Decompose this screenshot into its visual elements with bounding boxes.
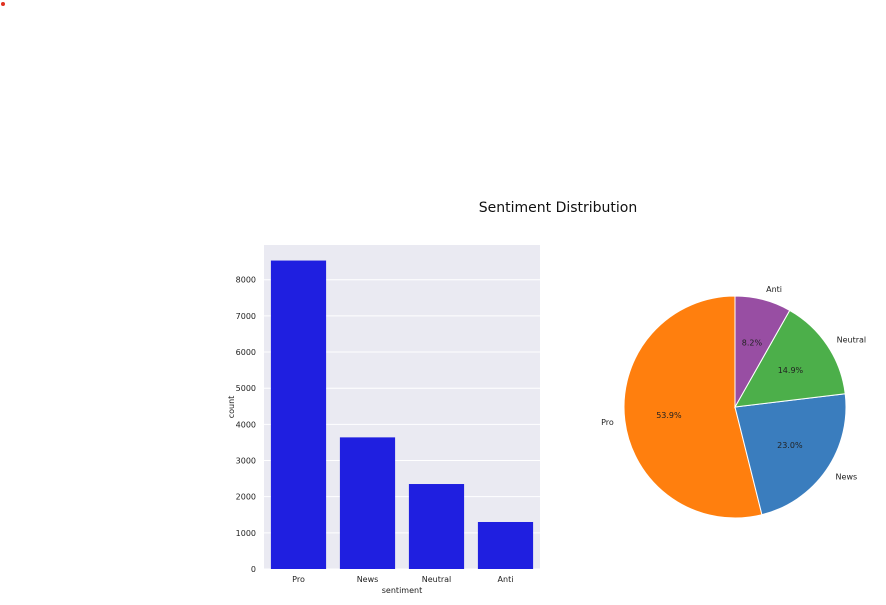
pie-percent-label: 53.9% [656, 411, 682, 420]
pie-label: Anti [766, 285, 782, 294]
pie-label: News [836, 472, 858, 481]
x-tick-label: Anti [498, 575, 514, 584]
pie-percent-label: 8.2% [742, 339, 763, 348]
bar-neutral [408, 484, 465, 569]
x-axis-label: sentiment [382, 586, 422, 595]
pie-label: Neutral [837, 335, 867, 344]
red-dot-marker [1, 2, 5, 6]
page-title: Sentiment Distribution [478, 200, 638, 216]
pie-percent-label: 23.0% [777, 441, 803, 450]
x-tick-label: News [357, 575, 379, 584]
y-tick-label: 5000 [236, 384, 256, 393]
x-tick-label: Pro [292, 575, 305, 584]
pie-slice-pro [623, 295, 763, 519]
y-axis-label: count [227, 396, 236, 419]
y-tick-label: 4000 [236, 420, 256, 429]
bar-news [339, 437, 396, 569]
y-tick-label: 6000 [236, 348, 256, 357]
pie-slice-anti [734, 295, 791, 409]
pie-percent-label: 14.9% [778, 366, 804, 375]
y-tick-label: 2000 [236, 493, 256, 502]
pie-slice-neutral [734, 309, 846, 408]
x-tick-label: Neutral [422, 575, 452, 584]
pie-label: Pro [601, 418, 614, 427]
bar-pro [270, 260, 327, 569]
y-tick-label: 1000 [236, 529, 256, 538]
y-tick-label: 7000 [236, 312, 256, 321]
pie-chart: Pro 53.9% News 23.0% Neutral 14.9% Anti 8.2% [601, 285, 867, 519]
pie-slice-news [734, 393, 847, 516]
bar-chart: 0 1000 2000 3000 4000 5000 6000 7000 8000 Pro News… [227, 245, 540, 595]
bar-anti [477, 521, 534, 569]
y-tick-label: 3000 [236, 457, 256, 466]
y-tick-label: 0 [251, 565, 256, 574]
y-tick-label: 8000 [236, 276, 256, 285]
